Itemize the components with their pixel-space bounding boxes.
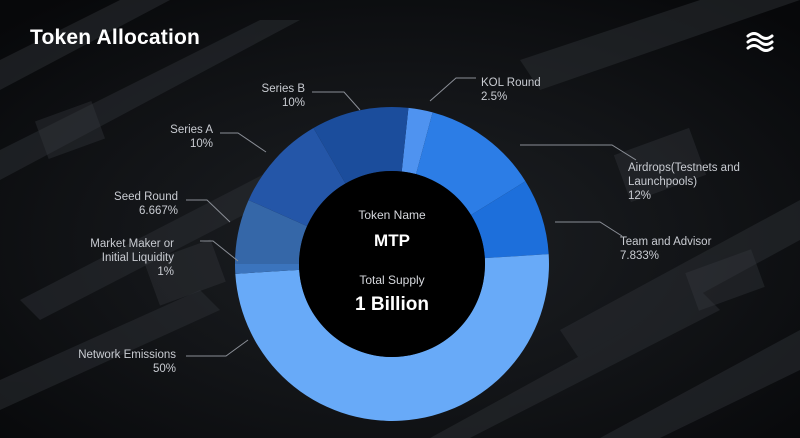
- total-supply-value: 1 Billion: [355, 294, 429, 315]
- donut-slice: [248, 128, 346, 227]
- slice-name-label: Team and Advisor: [620, 236, 712, 248]
- token-name-label: Token Name: [358, 208, 426, 222]
- donut-slice: [234, 200, 308, 265]
- page-title: Token Allocation: [30, 26, 201, 49]
- wave-lines-logo-icon: [746, 32, 774, 52]
- slice-name-label: Market Maker or: [90, 238, 174, 250]
- slice-name-label: Seed Round: [114, 191, 178, 203]
- donut-slice: [401, 107, 433, 175]
- slice-value-label: 1%: [157, 266, 174, 278]
- slice-value-label: 12%: [628, 190, 651, 202]
- slice-name-label: Series B: [262, 83, 306, 95]
- token-name-value: MTP: [374, 231, 410, 250]
- slice-value-label: 10%: [190, 138, 213, 150]
- slice-value-label: 2.5%: [481, 91, 507, 103]
- donut-hole: [299, 171, 485, 357]
- slice-name-label: KOL Round: [481, 77, 541, 89]
- donut-slice: [313, 106, 409, 184]
- slice-name-label: Series A: [170, 124, 213, 136]
- leader-line: [312, 91, 361, 111]
- slice-name-label: Initial Liquidity: [102, 252, 174, 264]
- leader-line: [429, 77, 476, 102]
- leader-line: [220, 132, 267, 153]
- leader-line: [186, 199, 231, 223]
- leader-line: [520, 144, 637, 161]
- leader-line: [186, 339, 249, 357]
- slice-name-label: Network Emissions: [78, 349, 176, 361]
- slice-value-label: 50%: [153, 363, 176, 375]
- donut-slice: [235, 264, 300, 274]
- slice-value-label: 6.667%: [139, 205, 178, 217]
- donut-slice: [416, 112, 526, 215]
- slice-name-label: Airdrops(Testnets and: [628, 162, 740, 174]
- donut-slice: [235, 254, 549, 421]
- slice-value-label: 10%: [282, 97, 305, 109]
- slice-value-label: 7.833%: [620, 250, 659, 262]
- slice-name-label: Launchpools): [628, 176, 697, 188]
- leader-line: [555, 221, 623, 237]
- leader-line: [200, 240, 239, 262]
- total-supply-label: Total Supply: [359, 273, 424, 287]
- donut-slice: [471, 181, 549, 259]
